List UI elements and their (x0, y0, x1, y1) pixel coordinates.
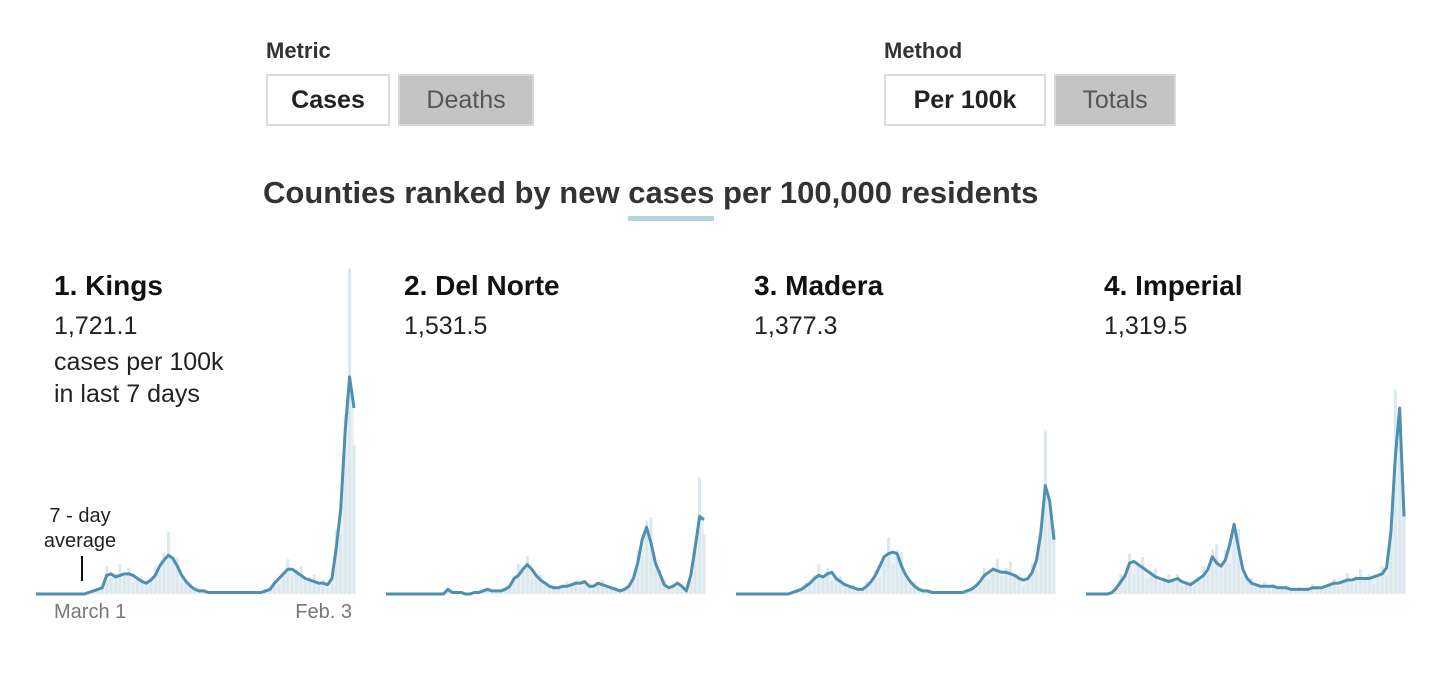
headline-suffix: per 100,000 residents (723, 175, 1039, 210)
headline-metric-word: cases (628, 175, 715, 221)
sparkline-chart-1: March 1 Feb. 3 7 - day average (36, 268, 356, 623)
average-area (36, 377, 354, 594)
metric-control: Metric Cases Deaths (266, 38, 534, 126)
x-tick-label-start: March 1 (54, 601, 126, 623)
totals-button[interactable]: Totals (1054, 74, 1176, 126)
county-panel-4: 4. Imperial 1,319.5 (1086, 270, 1434, 684)
chart-headline: Counties ranked by new cases per 100,000… (263, 175, 1039, 221)
county-value: 1,319.5 (1104, 312, 1188, 340)
daily-bars (1110, 389, 1406, 594)
deaths-button[interactable]: Deaths (398, 74, 534, 126)
daily-bars (87, 268, 356, 594)
sparkline-chart-4 (1086, 389, 1406, 596)
annotation-line-1: 7 - day (49, 505, 110, 527)
county-name: 1. Kings (54, 270, 163, 301)
sparkline-chart-2 (386, 477, 706, 596)
county-panel-1: 1. Kings 1,721.1 cases per 100k in last … (36, 268, 384, 684)
unit-line-2: in last 7 days (54, 380, 200, 408)
unit-line-1: cases per 100k (54, 348, 224, 376)
average-area (1086, 408, 1404, 594)
sparkline-chart-3 (736, 431, 1056, 596)
county-name: 3. Madera (754, 270, 884, 301)
seven-day-average-line (1086, 406, 1406, 596)
daily-bars (791, 431, 1056, 594)
method-control: Method Per 100k Totals (884, 38, 1176, 126)
annotation-line-2: average (44, 530, 116, 552)
county-value: 1,531.5 (404, 312, 488, 340)
county-value: 1,721.1 (54, 312, 138, 340)
cases-button[interactable]: Cases (266, 74, 390, 126)
x-tick-label-end: Feb. 3 (295, 601, 352, 623)
seven-day-average-line (36, 375, 356, 596)
headline-prefix: Counties ranked by new (263, 175, 620, 210)
daily-bars (446, 477, 706, 594)
average-area (736, 485, 1054, 594)
method-label: Method (884, 38, 963, 63)
county-panel-3: 3. Madera 1,377.3 (736, 270, 1084, 684)
county-value: 1,377.3 (754, 312, 838, 340)
seven-day-average-line (386, 515, 705, 596)
county-name: 2. Del Norte (404, 270, 560, 301)
seven-day-average-line (736, 484, 1056, 596)
county-unit: cases per 100k in last 7 days (54, 346, 224, 410)
county-panel-2: 2. Del Norte 1,531.5 (386, 270, 734, 684)
metric-label: Metric (266, 38, 331, 63)
county-name: 4. Imperial (1104, 270, 1243, 301)
per-100k-button[interactable]: Per 100k (884, 74, 1046, 126)
